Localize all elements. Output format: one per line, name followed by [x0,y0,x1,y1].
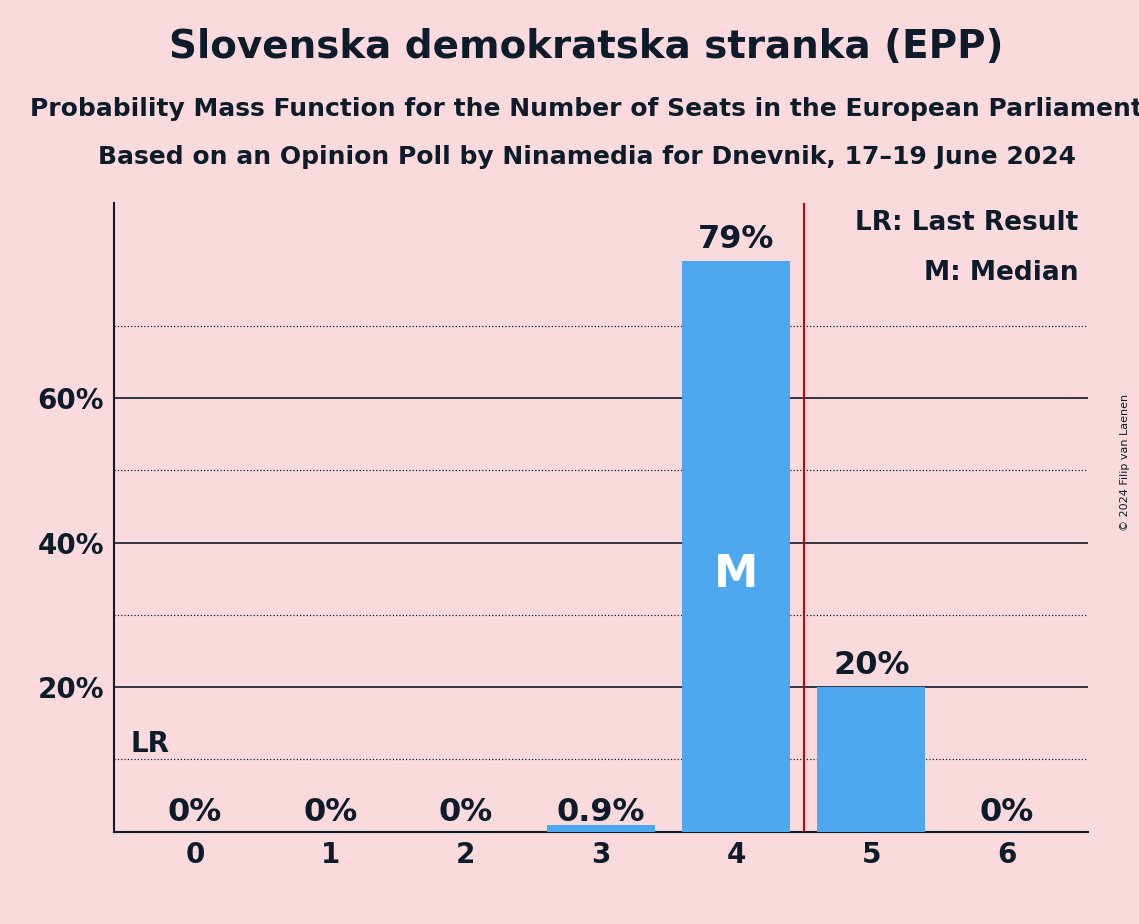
Text: Probability Mass Function for the Number of Seats in the European Parliament: Probability Mass Function for the Number… [30,97,1139,121]
Text: 0%: 0% [303,797,358,828]
Text: LR: Last Result: LR: Last Result [854,210,1077,236]
Text: 0.9%: 0.9% [557,797,645,828]
Bar [547,825,655,832]
Text: © 2024 Filip van Laenen: © 2024 Filip van Laenen [1120,394,1130,530]
Text: 0%: 0% [167,797,222,828]
Text: Slovenska demokratska stranka (EPP): Slovenska demokratska stranka (EPP) [170,28,1003,66]
Text: LR: LR [130,730,169,758]
Text: 0%: 0% [439,797,493,828]
Bar [817,687,925,832]
Text: 79%: 79% [698,225,775,255]
Text: 0%: 0% [980,797,1034,828]
Text: Based on an Opinion Poll by Ninamedia for Dnevnik, 17–19 June 2024: Based on an Opinion Poll by Ninamedia fo… [98,145,1075,169]
Text: 20%: 20% [833,650,910,681]
Bar [682,261,790,832]
Text: M: M [714,553,759,596]
Text: M: Median: M: Median [924,260,1077,286]
